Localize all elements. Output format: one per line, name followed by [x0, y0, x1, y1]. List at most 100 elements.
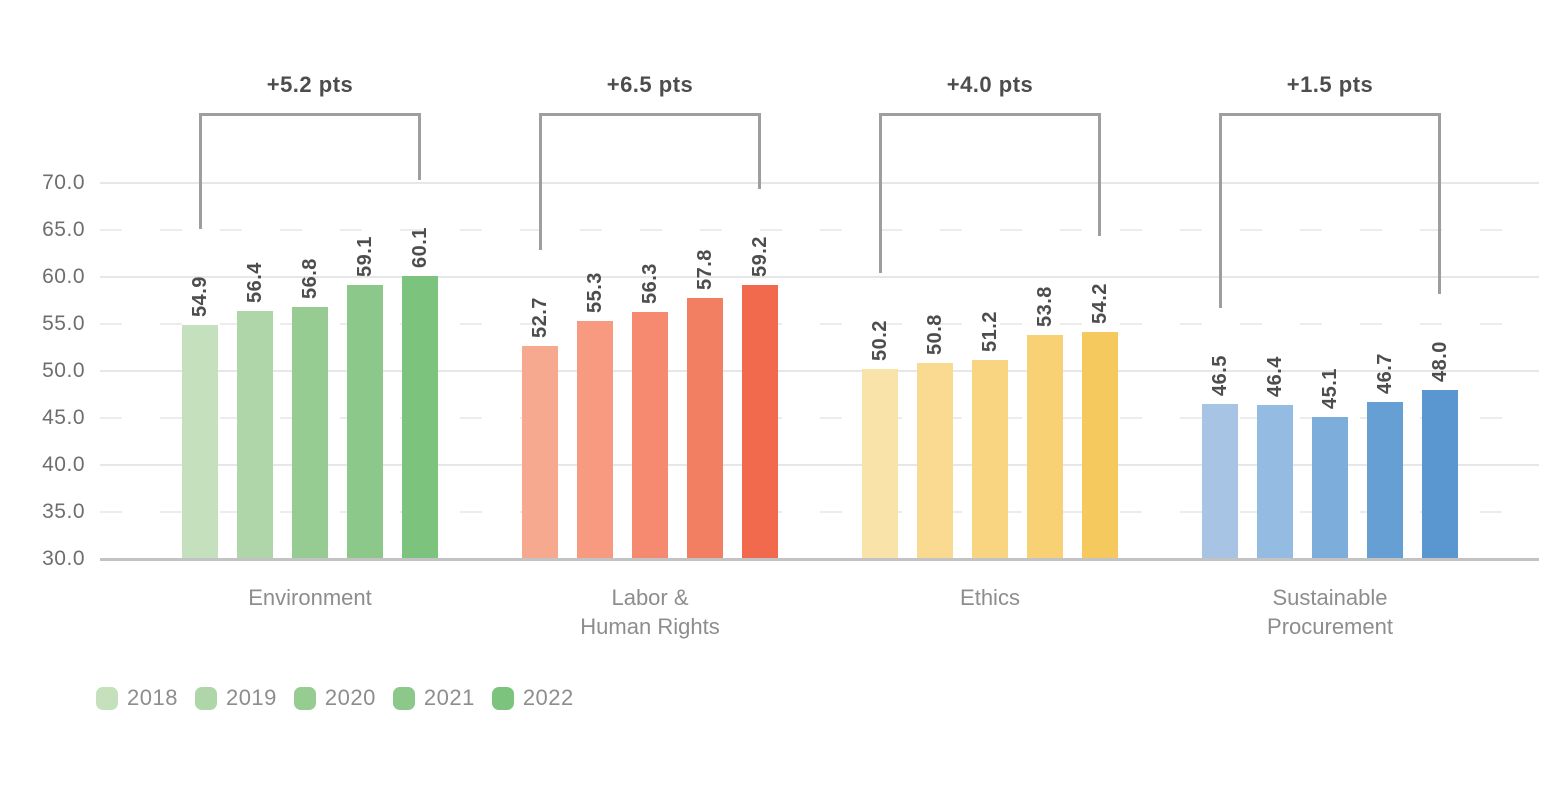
category-label-sustainable-procurement: Sustainable Procurement: [1200, 583, 1460, 641]
y-tick-label-45.0: 45.0: [42, 406, 85, 429]
category-label-line: Environment: [248, 585, 372, 610]
legend-swatch-2021: [392, 686, 415, 710]
bar-environment-2018: [182, 324, 218, 558]
bracket-right-leg-labor-human-rights: [758, 113, 761, 189]
bar-value-sustainable-procurement-2021: 46.7: [1374, 353, 1396, 395]
bar-value-environment-2019: 56.4: [244, 261, 266, 303]
category-label-labor-human-rights: Labor & Human Rights: [520, 583, 780, 641]
legend-item-2020: 2020: [293, 685, 376, 711]
bar-environment-2019: [237, 310, 273, 558]
legend-label-2019: 2019: [225, 685, 277, 710]
gridline-major-60.0: [100, 276, 1539, 278]
bar-value-labor-human-rights-2022: 59.2: [749, 235, 771, 277]
bracket-right-leg-environment: [418, 113, 421, 181]
bar-value-environment-2021: 59.1: [354, 236, 376, 278]
bar-labor-human-rights-2020: [632, 311, 668, 558]
bar-sustainable-procurement-2018: [1202, 403, 1238, 558]
legend-swatch-2019: [194, 686, 217, 710]
y-tick-label-65.0: 65.0: [42, 218, 85, 241]
bar-ethics-2018: [862, 369, 898, 558]
bar-environment-2020: [292, 307, 328, 558]
category-label-environment: Environment: [180, 583, 440, 612]
bar-labor-human-rights-2022: [742, 284, 778, 558]
gridline-minor-35.0: [100, 511, 1539, 513]
gridline-major-50.0: [100, 370, 1539, 372]
gridline-minor-45.0: [100, 417, 1539, 419]
bar-sustainable-procurement-2020: [1312, 417, 1348, 558]
bracket-left-leg-sustainable-procurement: [1219, 113, 1222, 308]
legend-item-2021: 2021: [392, 685, 475, 711]
delta-label-sustainable-procurement: +1.5 pts: [1286, 72, 1374, 97]
bar-value-sustainable-procurement-2019: 46.4: [1264, 355, 1286, 397]
bar-value-ethics-2021: 53.8: [1034, 286, 1056, 328]
bar-ethics-2020: [972, 359, 1008, 558]
bar-value-labor-human-rights-2019: 55.3: [584, 272, 606, 314]
bar-labor-human-rights-2021: [687, 297, 723, 558]
gridline-minor-55.0: [100, 323, 1539, 325]
bar-value-sustainable-procurement-2020: 45.1: [1319, 368, 1341, 410]
bar-sustainable-procurement-2022: [1422, 389, 1458, 558]
y-tick-label-70.0: 70.0: [42, 171, 85, 194]
bar-labor-human-rights-2018: [522, 345, 558, 558]
gridline-major-70.0: [100, 182, 1539, 184]
legend-swatch-2020: [293, 686, 316, 710]
bracket-left-leg-labor-human-rights: [539, 113, 542, 250]
bar-environment-2022: [402, 276, 438, 558]
category-label-line: Sustainable: [1272, 585, 1388, 610]
bar-value-environment-2020: 56.8: [299, 258, 321, 300]
bar-ethics-2021: [1027, 335, 1063, 558]
legend-swatch-2022: [491, 686, 514, 710]
bracket-top-sustainable-procurement: [1220, 113, 1440, 116]
y-tick-label-35.0: 35.0: [42, 500, 85, 523]
y-tick-label-60.0: 60.0: [42, 265, 85, 288]
bar-labor-human-rights-2019: [577, 321, 613, 558]
bar-value-sustainable-procurement-2022: 48.0: [1429, 340, 1451, 382]
bar-sustainable-procurement-2019: [1257, 404, 1293, 558]
bar-ethics-2022: [1082, 331, 1118, 558]
legend-label-2021: 2021: [423, 685, 475, 710]
bracket-top-ethics: [880, 113, 1100, 116]
delta-label-ethics: +4.0 pts: [946, 72, 1034, 97]
category-label-line: Human Rights: [580, 614, 720, 639]
delta-label-environment: +5.2 pts: [266, 72, 354, 97]
gridline-minor-65.0: [100, 229, 1539, 231]
bar-value-sustainable-procurement-2018: 46.5: [1209, 354, 1231, 396]
bar-value-labor-human-rights-2021: 57.8: [694, 248, 716, 290]
bar-value-ethics-2019: 50.8: [924, 314, 946, 356]
bracket-left-leg-ethics: [879, 113, 882, 274]
legend-label-2018: 2018: [127, 685, 178, 710]
y-tick-label-40.0: 40.0: [42, 453, 85, 476]
category-label-line: Ethics: [960, 585, 1020, 610]
bracket-right-leg-sustainable-procurement: [1438, 113, 1441, 294]
x-axis-baseline: [100, 558, 1539, 561]
y-tick-label-55.0: 55.0: [42, 312, 85, 335]
bar-sustainable-procurement-2021: [1367, 402, 1403, 558]
bar-value-ethics-2020: 51.2: [979, 310, 1001, 352]
bar-ethics-2019: [917, 363, 953, 558]
legend-item-2022: 2022: [491, 685, 574, 711]
category-label-ethics: Ethics: [860, 583, 1120, 612]
y-tick-label-30.0: 30.0: [42, 547, 85, 570]
legend: 2018 2019 2020 2021 2022: [96, 685, 574, 711]
y-tick-label-50.0: 50.0: [42, 359, 85, 382]
category-label-line: Procurement: [1267, 614, 1393, 639]
bar-value-labor-human-rights-2020: 56.3: [639, 262, 661, 304]
category-label-line: Labor &: [611, 585, 689, 610]
gridline-major-40.0: [100, 464, 1539, 466]
legend-label-2020: 2020: [324, 685, 376, 710]
legend-item-2019: 2019: [194, 685, 277, 711]
legend-item-2018: 2018: [96, 685, 178, 711]
bar-environment-2021: [347, 285, 383, 558]
bracket-left-leg-environment: [199, 113, 202, 229]
bracket-right-leg-ethics: [1098, 113, 1101, 236]
legend-label-2022: 2022: [522, 685, 574, 710]
delta-label-labor-human-rights: +6.5 pts: [606, 72, 694, 97]
bracket-top-labor-human-rights: [540, 113, 760, 116]
bar-value-labor-human-rights-2018: 52.7: [529, 296, 551, 338]
legend-swatch-2018: [96, 686, 118, 710]
bar-value-ethics-2022: 54.2: [1089, 282, 1111, 324]
bar-value-environment-2018: 54.9: [189, 276, 211, 317]
bar-value-environment-2022: 60.1: [409, 227, 431, 269]
bracket-top-environment: [200, 113, 420, 116]
